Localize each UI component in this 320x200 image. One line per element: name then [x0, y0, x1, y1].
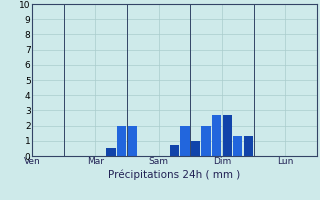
Bar [170, 145, 179, 156]
Bar [222, 115, 232, 156]
Bar [244, 136, 253, 156]
Bar [201, 126, 211, 156]
Bar [191, 141, 200, 156]
Bar [180, 126, 189, 156]
X-axis label: Précipitations 24h ( mm ): Précipitations 24h ( mm ) [108, 169, 241, 180]
Bar [128, 126, 137, 156]
Bar [212, 115, 221, 156]
Bar [233, 136, 242, 156]
Bar [107, 148, 116, 156]
Bar [117, 126, 126, 156]
